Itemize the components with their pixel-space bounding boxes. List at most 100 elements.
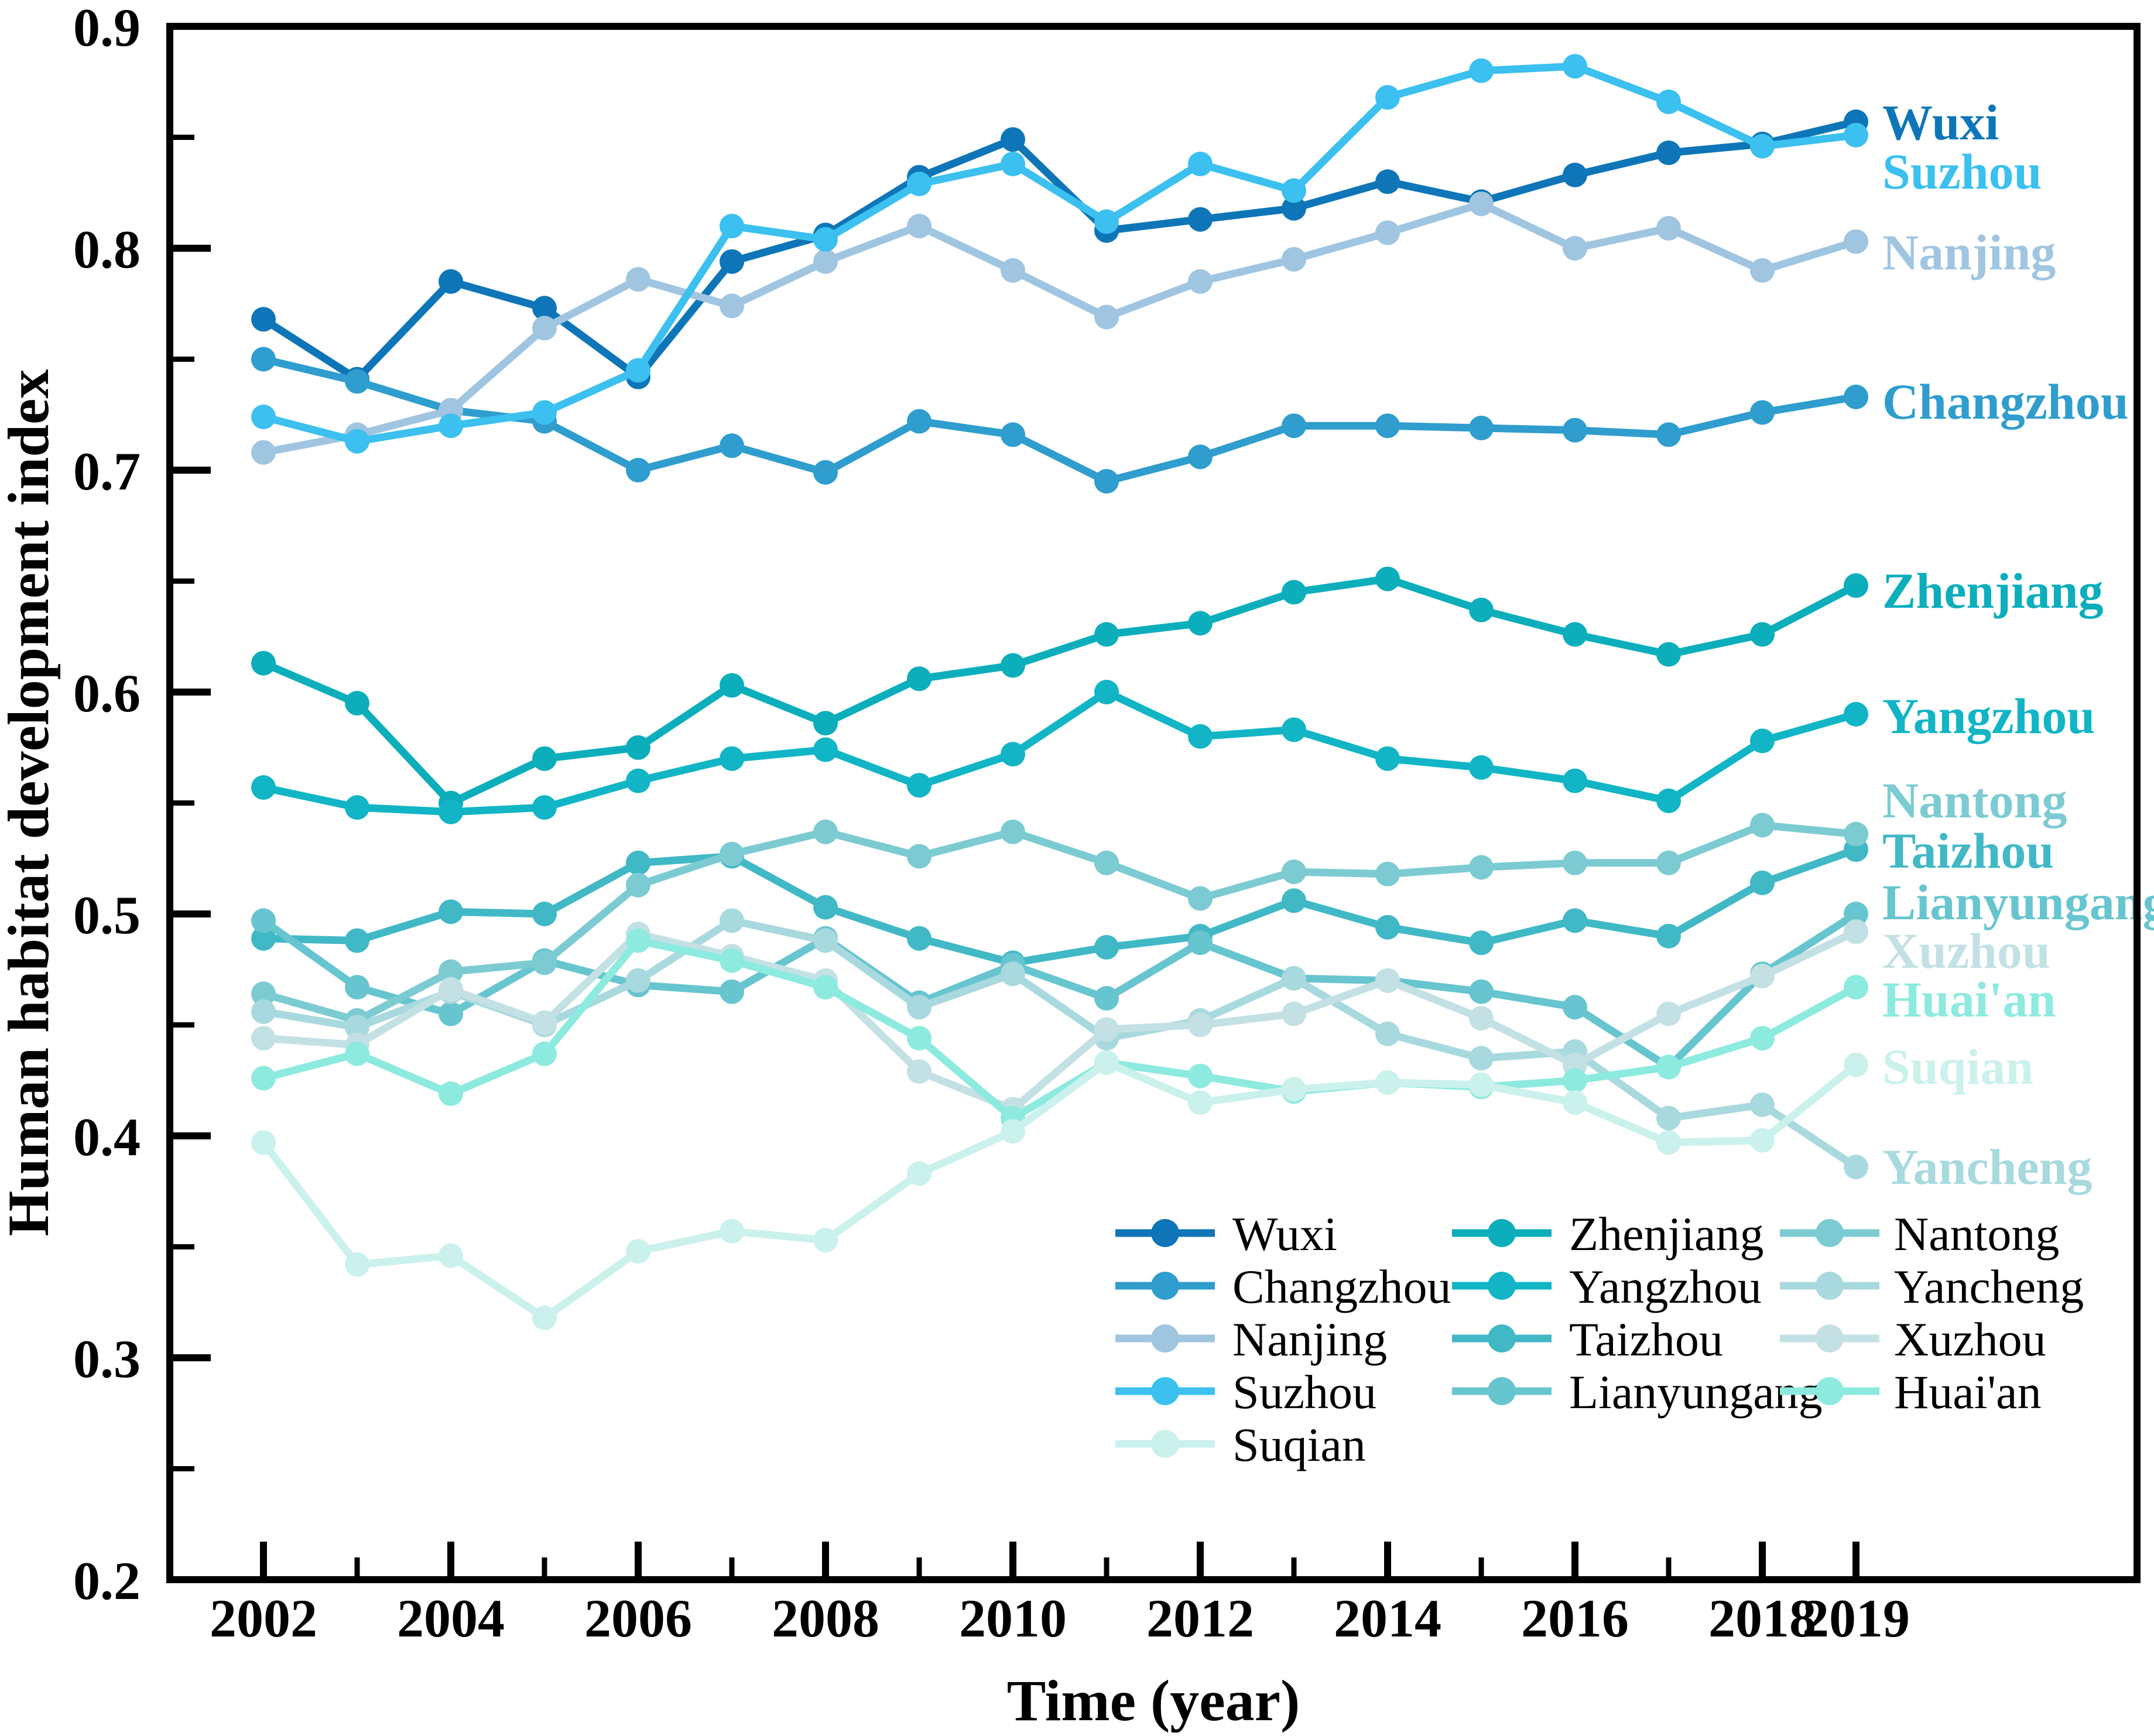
data-point-nanjing-2016 [1563,236,1587,261]
series-line-suzhou [259,62,1860,446]
data-point-yangzhou-2011 [1094,680,1119,704]
data-point-wuxi-2017 [1656,141,1681,165]
data-point-taizhou-2013 [1282,888,1306,913]
data-point-suqian-2011 [1094,1050,1119,1075]
data-point-xuzhou-2002 [251,1026,276,1051]
x-tick-label-2016: 2016 [1521,1588,1629,1648]
y-tick-label-0.2: 0.2 [73,1551,141,1611]
data-point-zhenjiang-2015 [1469,597,1494,622]
x-tick-label-2006: 2006 [584,1588,692,1648]
data-point-xuzhou-2017 [1656,1001,1681,1026]
data-point-taizhou-2015 [1469,930,1494,956]
legend-label-changzhou: Changzhou [1232,1260,1451,1313]
data-point-suqian-2016 [1563,1090,1587,1115]
data-point-changzhou-2017 [1656,422,1681,447]
data-point-yangzhou-2008 [813,737,838,762]
data-point-nanjing-2013 [1282,246,1306,272]
data-point-huaian-2012 [1188,1063,1213,1088]
data-point-taizhou-2009 [907,926,932,951]
data-point-nantong-2016 [1563,850,1587,875]
data-point-zhenjiang-2013 [1282,580,1306,605]
legend-item-suqian: Suqian [1115,1418,1366,1471]
legend-marker-suqian [1151,1430,1179,1458]
legend-item-nantong: Nantong [1780,1207,2059,1261]
legend-item-yangzhou: Yangzhou [1452,1260,1762,1313]
legend-label-xuzhou: Xuzhou [1894,1313,2046,1366]
data-point-yangzhou-2005 [532,795,557,820]
x-tick-label-2008: 2008 [772,1588,879,1648]
data-point-suzhou-2009 [907,172,932,197]
data-point-suqian-2005 [532,1305,557,1330]
series-line-xuzhou [259,927,1860,1113]
data-point-changzhou-2009 [907,409,932,434]
data-point-wuxi-2014 [1375,169,1400,194]
data-point-nantong-2011 [1094,850,1119,875]
legend-label-nantong: Nantong [1894,1207,2059,1261]
data-point-taizhou-2008 [813,895,838,920]
data-point-huaian-2002 [251,1066,276,1091]
data-point-suqian-2007 [720,1219,744,1244]
data-point-nantong-2012 [1188,886,1213,911]
data-point-yancheng-2014 [1375,1021,1400,1046]
data-point-yancheng-2003 [345,1015,369,1040]
series-label-taizhou: Taizhou [1882,823,2054,879]
data-point-nantong-2009 [907,844,932,869]
legend-marker-xuzhou [1816,1324,1844,1352]
data-point-huaian-2007 [720,948,744,973]
series-line-lianyungang [259,910,1860,1071]
series-line-nanjing [259,200,1860,457]
data-point-xuzhou-2014 [1375,968,1400,993]
legend-item-yancheng: Yancheng [1780,1260,2084,1313]
x-tick-label-2018: 2018 [1708,1588,1816,1648]
legend-item-wuxi: Wuxi [1115,1207,1337,1261]
data-point-lianyungang-2016 [1563,995,1587,1020]
data-point-suzhou-2018 [1750,133,1775,159]
data-point-nanjing-2019 [1844,229,1868,254]
data-point-changzhou-2008 [813,460,838,485]
data-point-zhenjiang-2018 [1750,622,1775,647]
series-end-labels: Wuxi Changzhou Nanjing Suzhou Zhenjiang Yangz… [1882,94,2154,1195]
data-point-lianyungang-2015 [1469,979,1494,1004]
data-point-nanjing-2006 [626,267,650,292]
data-point-nanjing-2017 [1656,215,1681,241]
data-point-huaian-2016 [1563,1068,1587,1093]
legend-label-suzhou: Suzhou [1232,1365,1376,1419]
data-point-suqian-2003 [345,1252,369,1277]
data-point-xuzhou-2018 [1750,964,1775,989]
data-point-nantong-2014 [1375,861,1400,886]
series-label-huaian: Huai'an [1882,971,2056,1028]
data-point-yangzhou-2007 [720,746,744,771]
legend-label-taizhou: Taizhou [1569,1313,1723,1366]
data-point-xuzhou-2005 [532,1010,557,1035]
series-label-lianyungang: Lianyungang [1882,874,2154,930]
data-point-xuzhou-2015 [1469,1006,1494,1031]
data-point-suqian-2004 [439,1243,463,1268]
data-point-suzhou-2014 [1375,85,1400,110]
data-point-nantong-2002 [251,981,276,1006]
data-point-huaian-2009 [907,1026,932,1051]
data-point-nantong-2013 [1282,860,1306,884]
data-point-zhenjiang-2017 [1656,642,1681,667]
data-point-nantong-2018 [1750,813,1775,838]
legend-item-xuzhou: Xuzhou [1780,1313,2046,1366]
legend-label-suqian: Suqian [1232,1418,1366,1471]
legend-item-zhenjiang: Zhenjiang [1452,1207,1763,1261]
data-point-wuxi-2004 [439,269,463,294]
data-point-nantong-2005 [532,950,557,975]
series-line-changzhou [259,355,1860,485]
data-point-zhenjiang-2009 [907,666,932,691]
x-axis-title: Time (year) [1007,1668,1300,1733]
data-point-huaian-2004 [439,1081,463,1106]
data-point-changzhou-2012 [1188,444,1213,470]
data-point-suzhou-2011 [1094,209,1119,234]
data-point-yangzhou-2010 [1001,742,1025,767]
data-point-taizhou-2002 [251,926,276,951]
series-label-xuzhou: Xuzhou [1882,923,2050,979]
data-point-taizhou-2011 [1094,934,1119,960]
data-point-yangzhou-2003 [345,795,369,820]
data-point-changzhou-2006 [626,458,650,482]
data-point-yangzhou-2016 [1563,768,1587,793]
x-tick-label-2004: 2004 [397,1588,505,1648]
